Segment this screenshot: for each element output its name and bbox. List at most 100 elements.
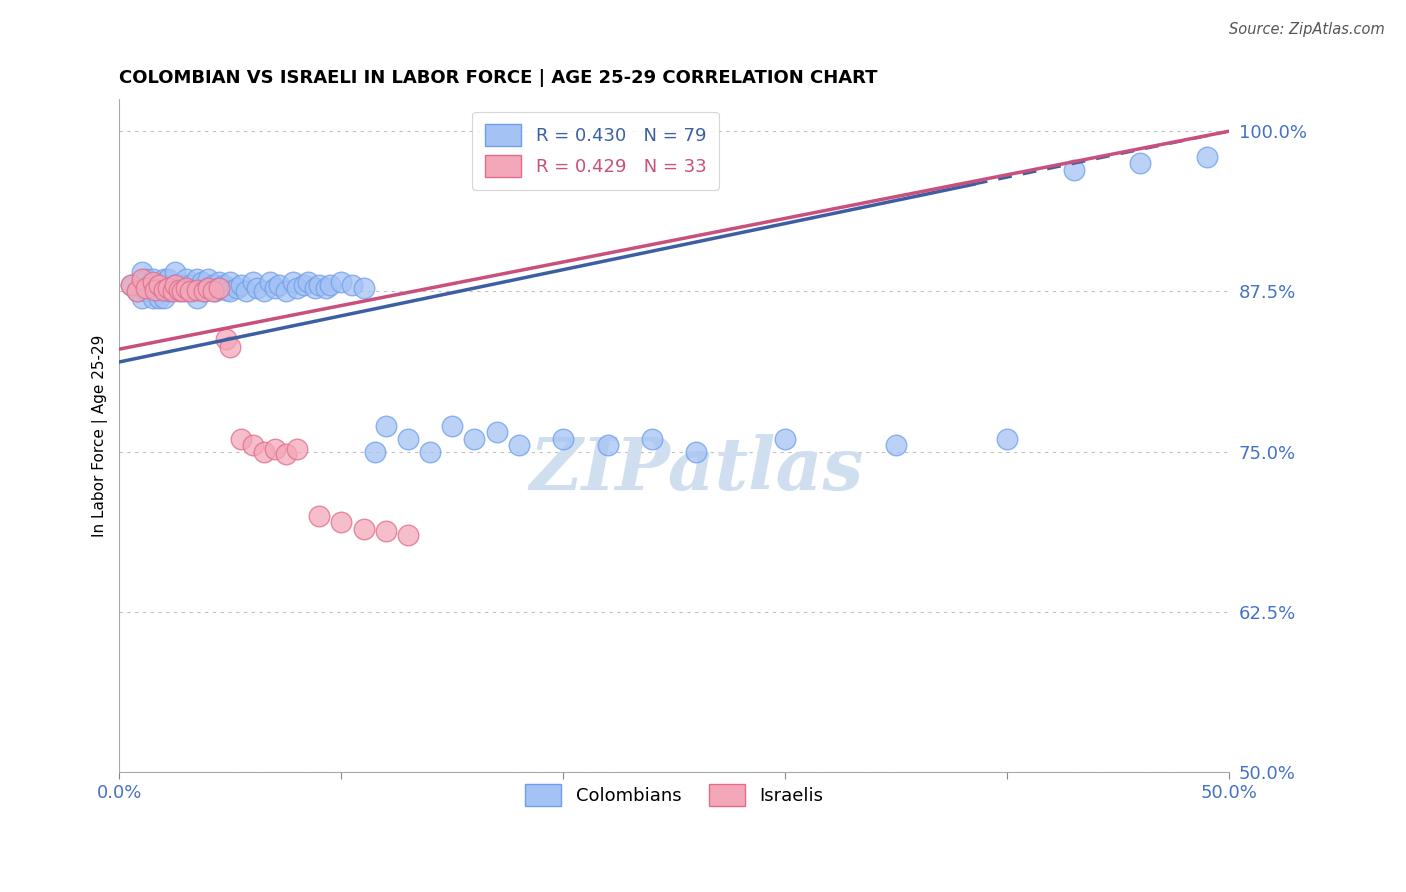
Point [292, 278, 315, 293]
Text: ZIPatlas: ZIPatlas [529, 434, 863, 505]
Point [170, 278, 193, 293]
Point [641, 432, 664, 446]
Point [162, 285, 184, 299]
Point [208, 280, 231, 294]
Point [193, 285, 215, 299]
Point [319, 278, 342, 293]
Point [120, 278, 142, 293]
Point [281, 276, 304, 290]
Point [269, 278, 291, 293]
Point [374, 419, 396, 434]
Point [174, 280, 197, 294]
Point [274, 285, 297, 299]
Point [135, 271, 157, 285]
Point [179, 285, 201, 299]
Point [179, 278, 201, 293]
Point [142, 271, 165, 285]
Point [374, 524, 396, 538]
Point [315, 280, 337, 294]
Point [353, 522, 375, 536]
Point [285, 280, 308, 294]
Point [485, 425, 508, 440]
Point [231, 432, 253, 446]
Point [441, 419, 464, 434]
Point [231, 278, 253, 293]
Y-axis label: In Labor Force | Age 25-29: In Labor Force | Age 25-29 [93, 334, 108, 537]
Point [995, 432, 1018, 446]
Point [773, 432, 796, 446]
Point [396, 432, 419, 446]
Point [1195, 150, 1218, 164]
Point [246, 280, 269, 294]
Point [396, 528, 419, 542]
Point [330, 276, 353, 290]
Point [226, 280, 249, 294]
Point [135, 285, 157, 299]
Point [159, 285, 181, 299]
Point [181, 285, 204, 299]
Point [197, 271, 219, 285]
Point [330, 515, 353, 529]
Point [212, 278, 235, 293]
Point [201, 285, 224, 299]
Point [219, 285, 242, 299]
Point [143, 280, 166, 294]
Point [157, 280, 180, 294]
Point [186, 271, 208, 285]
Point [186, 291, 208, 305]
Point [131, 271, 153, 285]
Point [197, 280, 219, 294]
Point [208, 276, 231, 290]
Point [204, 285, 226, 299]
Point [553, 432, 575, 446]
Point [157, 280, 180, 294]
Point [242, 438, 264, 452]
Point [170, 285, 193, 299]
Point [153, 291, 176, 305]
Point [174, 285, 197, 299]
Point [463, 432, 485, 446]
Point [136, 278, 159, 293]
Point [253, 444, 276, 458]
Point [127, 285, 149, 299]
Point [219, 340, 242, 354]
Point [131, 265, 153, 279]
Point [157, 271, 180, 285]
Point [120, 278, 142, 293]
Point [304, 280, 326, 294]
Point [884, 438, 907, 452]
Point [596, 438, 619, 452]
Point [148, 285, 170, 299]
Point [190, 276, 212, 290]
Point [153, 283, 176, 297]
Point [363, 444, 385, 458]
Point [274, 447, 297, 461]
Point [186, 283, 208, 297]
Point [153, 285, 176, 299]
Point [308, 278, 330, 293]
Point [131, 291, 153, 305]
Point [219, 276, 242, 290]
Point [297, 276, 319, 290]
Point [235, 285, 257, 299]
Point [242, 276, 264, 290]
Point [163, 278, 186, 293]
Point [508, 438, 530, 452]
Point [193, 285, 215, 299]
Point [201, 278, 224, 293]
Point [143, 283, 166, 297]
Point [148, 278, 170, 293]
Point [1129, 156, 1152, 170]
Point [169, 283, 191, 297]
Point [253, 285, 276, 299]
Point [263, 280, 285, 294]
Point [353, 280, 375, 294]
Point [153, 271, 176, 285]
Point [163, 278, 186, 293]
Point [685, 444, 707, 458]
Legend: Colombians, Israelis: Colombians, Israelis [517, 777, 831, 814]
Point [127, 285, 149, 299]
Point [169, 285, 191, 299]
Point [174, 271, 197, 285]
Point [215, 283, 238, 297]
